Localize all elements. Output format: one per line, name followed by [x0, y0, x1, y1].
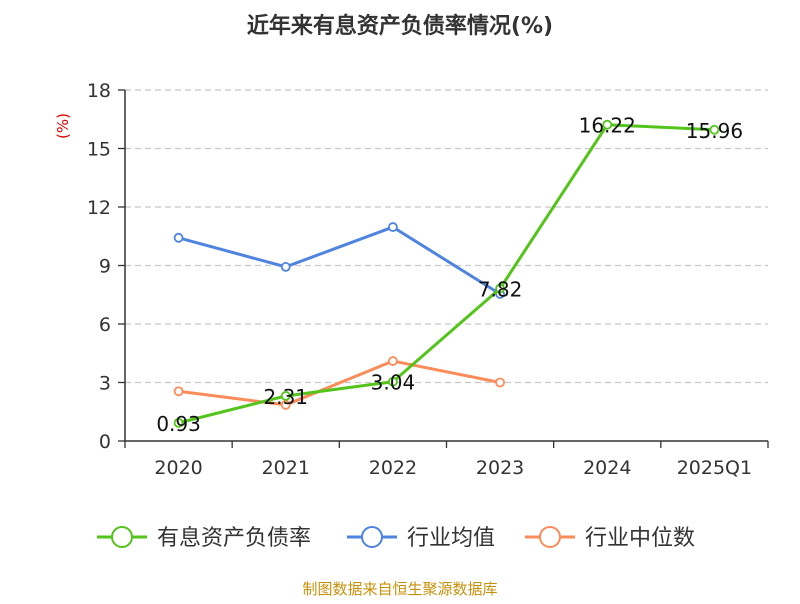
x-tick-label: 2025Q1	[677, 457, 752, 479]
data-point	[495, 283, 505, 294]
y-tick-label: 12	[87, 197, 111, 219]
y-tick-label: 3	[99, 373, 111, 395]
data-label: 7.82	[478, 278, 523, 302]
data-label: 2.31	[263, 385, 308, 409]
data-point	[173, 232, 184, 243]
data-point	[495, 377, 505, 388]
legend-label: 行业均值	[407, 526, 495, 551]
chart-title: 近年来有息资产负债率情况(%)	[247, 13, 553, 39]
data-label: 16.22	[579, 114, 636, 138]
legend-marker	[111, 526, 133, 548]
y-tick-label: 15	[87, 139, 111, 161]
y-tick-label: 9	[99, 256, 111, 278]
data-point	[280, 261, 291, 272]
x-tick-label: 2022	[369, 457, 417, 479]
data-point	[173, 386, 184, 397]
data-point	[280, 400, 291, 410]
x-tick-label: 2023	[476, 457, 524, 479]
data-point	[388, 356, 398, 366]
data-point	[280, 391, 291, 401]
x-tick-label: 2024	[583, 457, 631, 479]
data-point	[388, 222, 398, 232]
data-label: 0.93	[156, 412, 201, 436]
data-label: 15.96	[686, 119, 743, 143]
data-point	[709, 124, 720, 135]
legend-marker	[361, 526, 383, 548]
y-tick-label: 6	[99, 314, 111, 336]
y-tick-label: 18	[87, 80, 111, 102]
x-tick-label: 2021	[262, 457, 310, 479]
legend-label: 有息资产负债率	[157, 526, 311, 551]
series-line	[178, 359, 501, 407]
legend-label: 行业中位数	[585, 526, 695, 551]
data-label: 3.04	[371, 371, 416, 395]
data-point	[388, 376, 398, 387]
series-line	[178, 225, 501, 296]
y-tick-label: 0	[99, 431, 111, 453]
series-line	[178, 123, 715, 425]
data-point	[173, 417, 184, 428]
data-point	[602, 119, 613, 130]
data-source: 制图数据来自恒生聚源数据库	[302, 580, 497, 598]
x-tick-label: 2020	[154, 457, 202, 479]
y-axis-label: (%)	[54, 113, 72, 139]
legend-marker	[539, 526, 561, 548]
